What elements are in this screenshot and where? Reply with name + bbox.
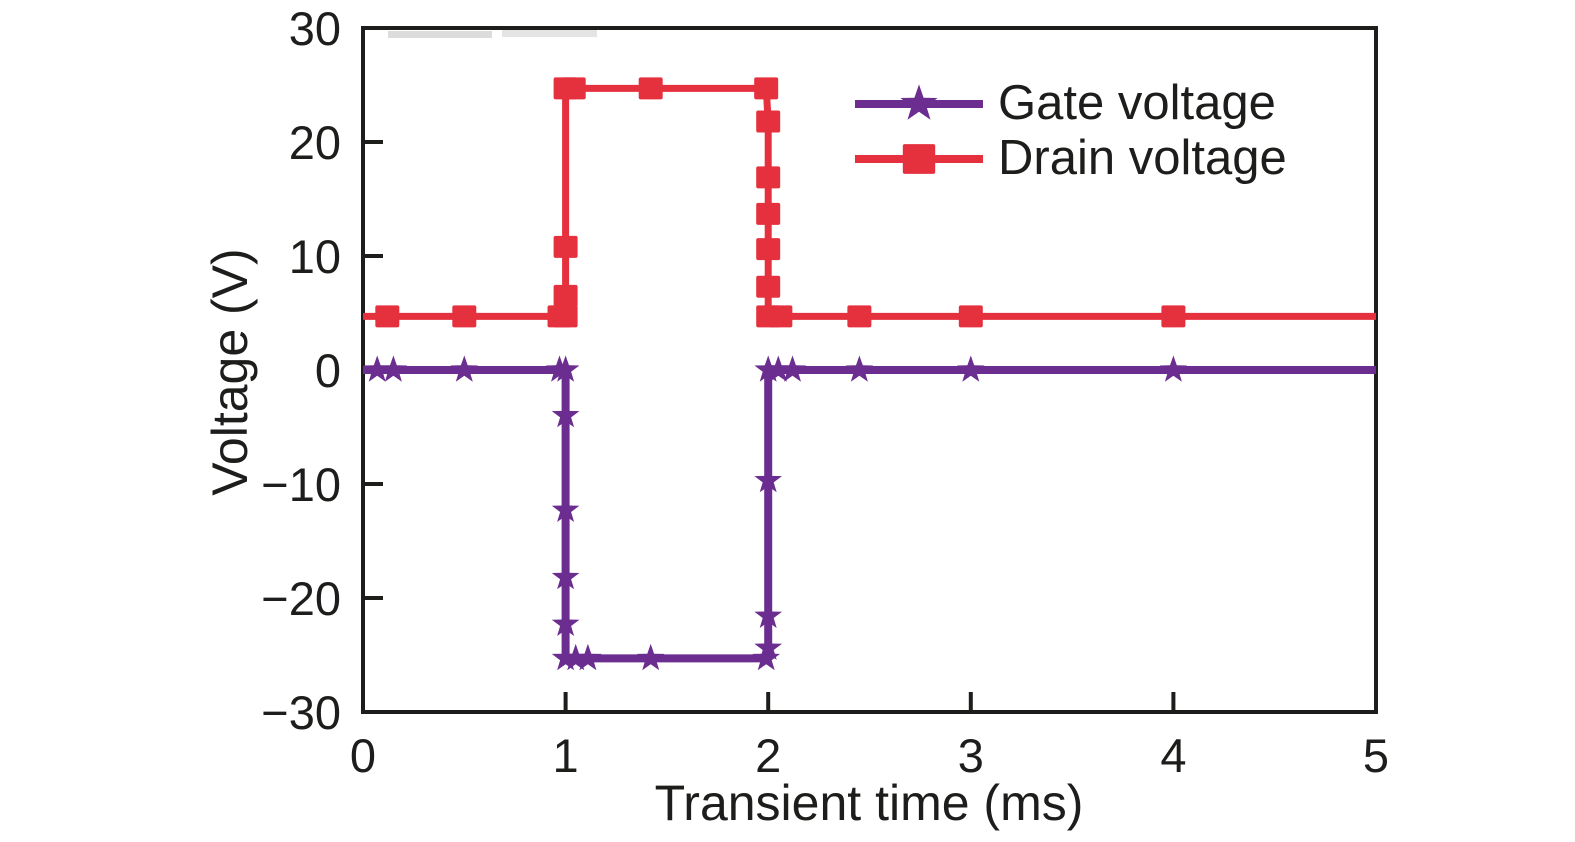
gate-voltage-star-marker	[754, 601, 782, 628]
drain-voltage-square-marker	[561, 77, 586, 100]
legend-label-gate-voltage: Gate voltage	[998, 76, 1276, 130]
drain-voltage-square-marker	[756, 238, 781, 261]
gate-voltage-star-marker	[551, 563, 580, 590]
x-tick-label: 5	[1363, 729, 1389, 782]
x-tick-label: 1	[553, 729, 579, 782]
drain-voltage-square-marker	[847, 305, 872, 328]
y-tick-label: −30	[261, 686, 341, 739]
legend-item-gate-voltage: Gate voltage	[853, 76, 1287, 131]
drain-voltage-square-marker	[1161, 305, 1186, 328]
legend-item-drain-voltage: Drain voltage	[853, 131, 1287, 186]
gate-voltage-star-marker	[754, 466, 782, 493]
series-line-gate-voltage	[363, 366, 1376, 663]
drain-voltage-square-marker	[452, 305, 477, 328]
gate-voltage-star-marker	[752, 643, 780, 671]
x-tick-label: 0	[350, 729, 376, 782]
drain-voltage-line-square-icon	[855, 143, 983, 174]
gate-voltage-star-marker	[574, 643, 602, 671]
drain-voltage-square-marker	[756, 275, 781, 298]
x-tick-label: 3	[958, 729, 984, 782]
x-axis-title: Transient time (ms)	[655, 775, 1084, 831]
gate-voltage-star-marker	[551, 355, 580, 382]
gate-voltage-star-marker	[845, 355, 874, 382]
drain-voltage-square-marker	[553, 284, 578, 307]
gate-voltage-star-marker	[754, 355, 782, 382]
drain-voltage-square-marker	[553, 235, 578, 258]
gate-voltage-star-marker	[1159, 355, 1188, 382]
drain-voltage-square-marker	[375, 305, 400, 328]
scan-artifact	[502, 30, 597, 37]
gate-voltage-line-star-icon	[855, 83, 983, 120]
gate-voltage-star-marker	[900, 83, 938, 120]
y-tick-label: −20	[261, 572, 341, 625]
scan-artifact	[388, 31, 492, 38]
gate-voltage-star-marker	[363, 355, 391, 382]
gate-voltage-star-marker	[778, 355, 807, 382]
x-tick-label: 4	[1160, 729, 1186, 782]
gate-voltage-star-marker	[561, 643, 590, 671]
gate-voltage-star-marker	[551, 643, 580, 671]
y-tick-label: 10	[289, 230, 341, 283]
y-tick-label: 20	[289, 116, 341, 169]
drain-voltage-square-marker	[756, 166, 781, 189]
drain-voltage-square-marker	[958, 305, 983, 328]
gate-voltage-star-marker	[551, 401, 580, 428]
gate-voltage-star-marker	[551, 609, 580, 636]
drain-voltage-square-marker	[553, 305, 578, 328]
gate-voltage-star-marker	[551, 495, 580, 522]
drain-voltage-square-marker	[754, 77, 779, 100]
y-tick-label: −10	[261, 458, 341, 511]
x-tick-label: 2	[755, 729, 781, 782]
drain-voltage-square-marker	[902, 143, 936, 174]
y-axis-title: Voltage (V)	[202, 248, 258, 495]
drain-voltage-square-marker	[756, 202, 781, 225]
y-tick-label: 30	[289, 2, 341, 55]
legend-label-drain-voltage: Drain voltage	[998, 131, 1287, 185]
gate-voltage-star-marker	[450, 355, 479, 382]
drain-voltage-square-marker	[638, 77, 663, 100]
y-tick-label: 0	[315, 344, 341, 397]
gate-voltage-star-marker	[636, 643, 665, 671]
gate-voltage-star-marker	[764, 355, 793, 382]
gate-voltage-star-marker	[957, 355, 985, 382]
gate-voltage-star-marker	[754, 633, 782, 660]
gate-voltage-star-marker	[379, 355, 408, 382]
drain-voltage-square-marker	[756, 110, 781, 133]
legend: Gate voltage Drain voltage	[853, 76, 1287, 186]
drain-voltage-square-marker	[768, 305, 793, 328]
